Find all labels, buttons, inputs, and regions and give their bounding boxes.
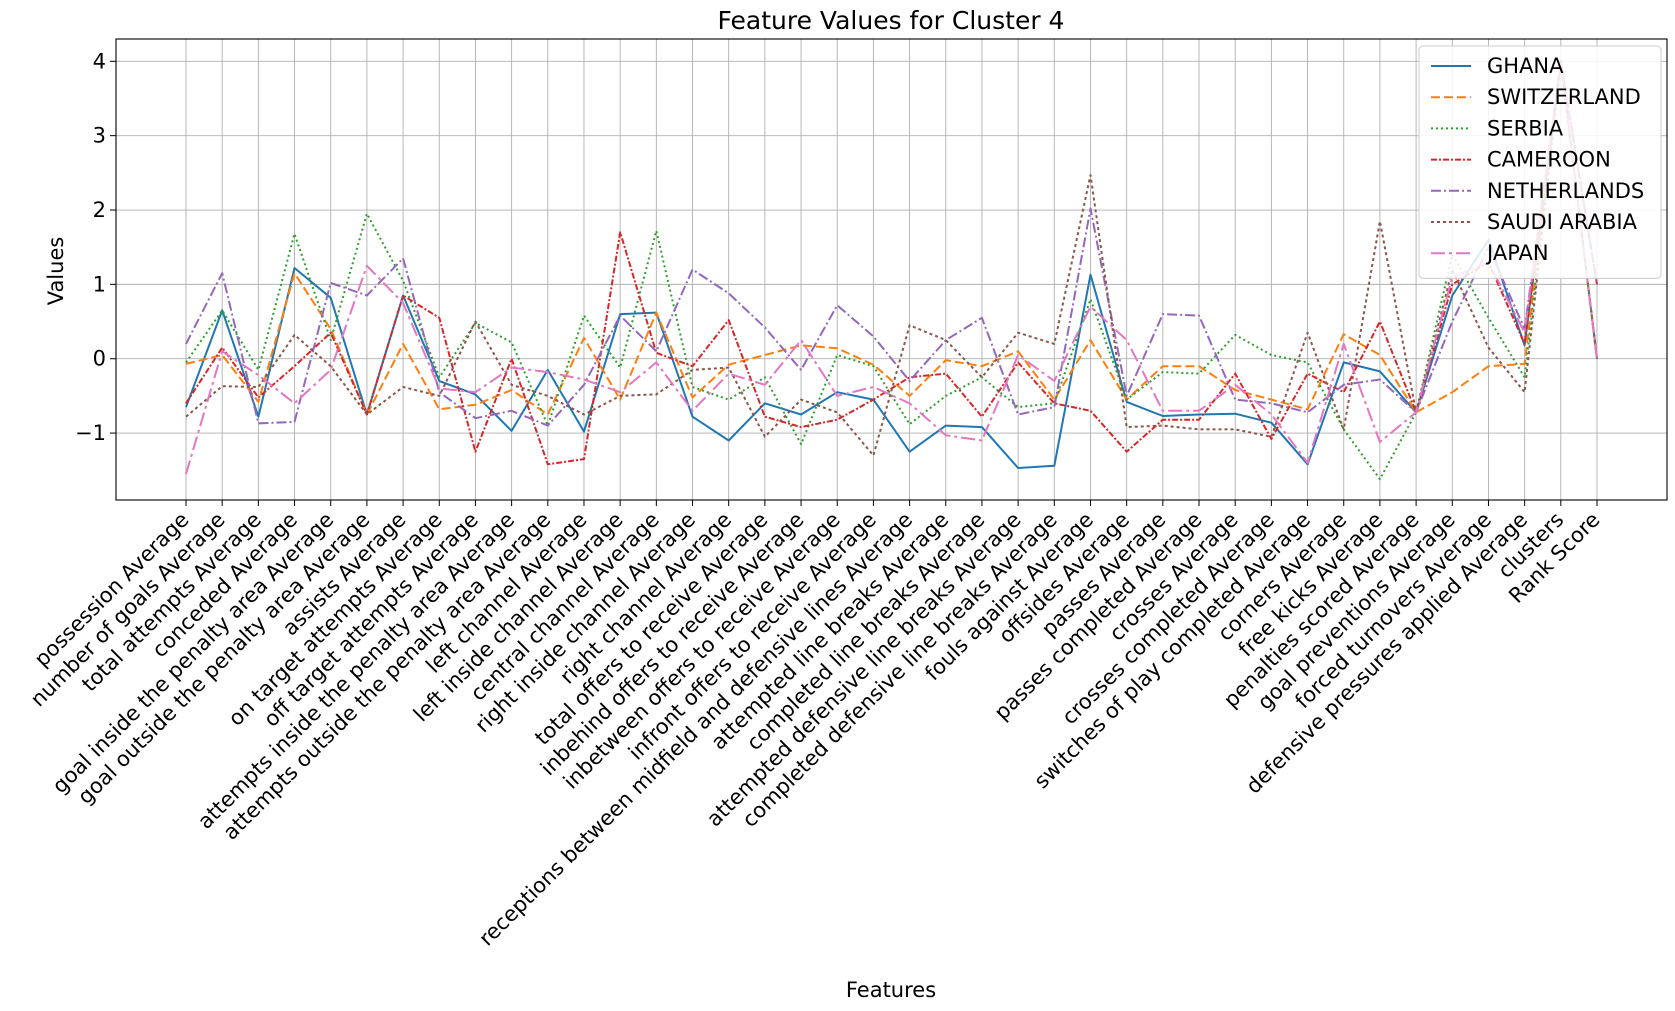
y-tick-label: 2 [93, 198, 106, 222]
series-line-japan [185, 60, 1598, 475]
plot-frame [115, 38, 1668, 501]
series-line-netherlands [185, 60, 1598, 427]
series-line-ghana [185, 60, 1598, 469]
legend-label: CAMEROON [1487, 148, 1611, 172]
y-tick-label: 4 [93, 49, 106, 73]
legend-label: SAUDI ARABIA [1487, 210, 1638, 234]
y-tick-label: −1 [75, 421, 106, 445]
legend-label: NETHERLANDS [1487, 179, 1644, 203]
y-tick-label: 1 [93, 272, 106, 296]
y-tick-label: 3 [93, 124, 106, 148]
y-tick-label: 0 [93, 347, 106, 371]
chart-title: Feature Values for Cluster 4 [718, 6, 1065, 35]
legend-label: JAPAN [1485, 241, 1549, 265]
series-line-switzerland [185, 60, 1598, 416]
series-line-saudi-arabia [185, 60, 1598, 457]
x-axis-label: Features [846, 978, 936, 1002]
y-axis-label: Values [44, 237, 68, 306]
y-axis-ticks: −1 0 1 2 3 4 [75, 49, 116, 445]
legend-label: GHANA [1487, 54, 1564, 78]
legend-box [1418, 45, 1662, 279]
legend: GHANA SWITZERLAND SERBIA CAMEROON NETHERLAND… [1418, 45, 1662, 279]
series-lines [185, 60, 1598, 481]
legend-label: SWITZERLAND [1487, 85, 1641, 109]
legend-label: SERBIA [1487, 116, 1564, 140]
